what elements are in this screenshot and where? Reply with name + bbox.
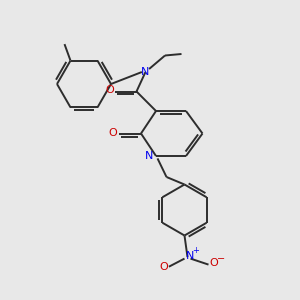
Text: −: − <box>217 254 225 264</box>
Text: +: + <box>193 246 199 255</box>
Text: N: N <box>186 250 194 261</box>
Text: N: N <box>141 67 150 77</box>
Text: O: O <box>209 258 218 268</box>
Text: O: O <box>105 85 114 95</box>
Text: O: O <box>159 262 168 272</box>
Text: O: O <box>109 128 118 139</box>
Text: N: N <box>145 151 154 161</box>
